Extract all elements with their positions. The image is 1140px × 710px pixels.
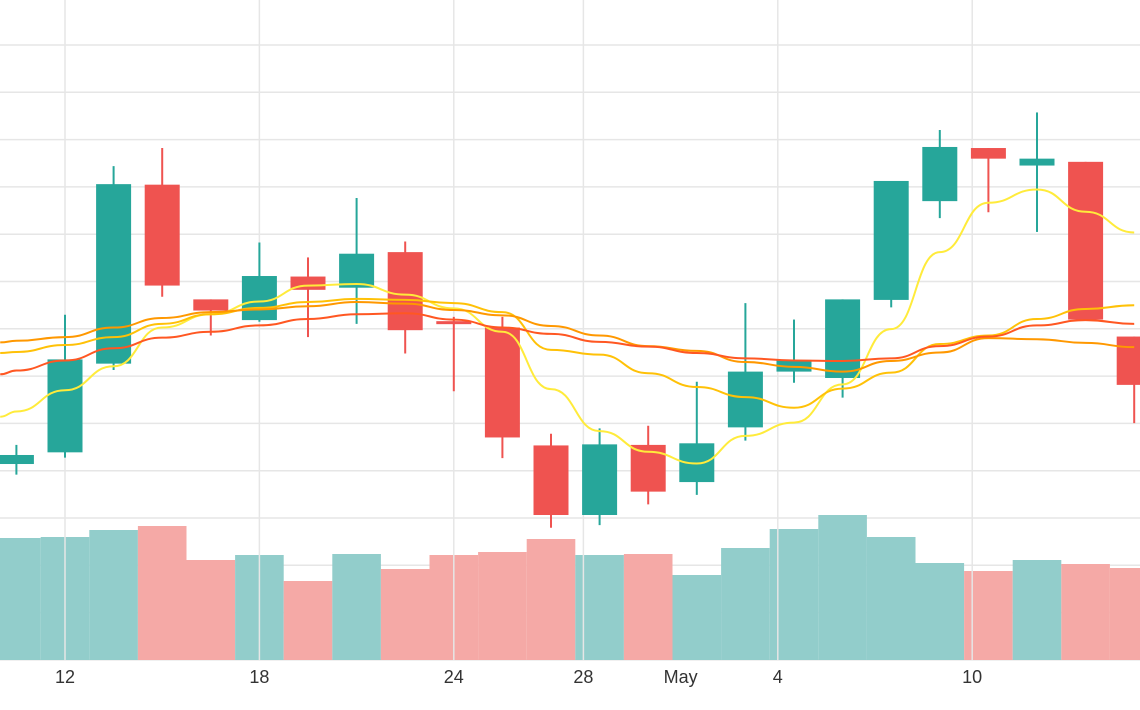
x-tick-label: 4 <box>773 667 783 687</box>
volume-bar <box>818 515 867 660</box>
volume-bar <box>575 555 624 660</box>
moving-average-line <box>0 312 1135 376</box>
volume-bar <box>332 554 381 660</box>
volume-bar <box>137 526 187 660</box>
volume-bar <box>866 537 916 660</box>
candle-body <box>144 184 180 286</box>
volume-bar <box>380 569 430 660</box>
x-tick-label: 24 <box>444 667 464 687</box>
volume-bar <box>769 529 819 660</box>
candle-body <box>387 252 423 331</box>
candle-body <box>436 321 472 325</box>
volume-bar <box>186 560 236 660</box>
candle-body <box>776 359 812 372</box>
volume-bar <box>915 563 965 660</box>
candles <box>0 112 1140 528</box>
x-tick-label: 12 <box>55 667 75 687</box>
candle-body <box>241 276 277 321</box>
volume-bar <box>89 530 138 660</box>
candle-body <box>1068 161 1104 320</box>
volume-bar <box>964 571 1013 660</box>
moving-average-lines <box>0 188 1135 465</box>
candle-body <box>96 184 132 364</box>
candle-body <box>582 444 618 515</box>
candle-body <box>922 146 958 202</box>
moving-average-line <box>0 301 1135 373</box>
moving-average-line <box>0 188 1135 465</box>
x-tick-label: 18 <box>249 667 269 687</box>
x-tick-label: May <box>664 667 698 687</box>
volume-bar <box>721 548 770 660</box>
x-axis: 12 18 24 28 May 4 10 <box>55 667 982 687</box>
volume-bar <box>1061 564 1110 660</box>
volume-bars <box>0 515 1140 660</box>
volume-bar <box>672 575 722 660</box>
moving-average-line <box>0 297 1135 409</box>
candle-body <box>970 148 1006 159</box>
volume-bar <box>1109 568 1140 660</box>
candle-body <box>1116 336 1140 385</box>
candle-body <box>47 359 83 453</box>
candle-body <box>1019 158 1055 166</box>
volume-bar <box>623 554 673 660</box>
candle-body <box>533 445 569 515</box>
volume-bar <box>0 538 41 660</box>
candle-body <box>873 180 909 300</box>
volume-bar <box>283 581 333 660</box>
x-tick-label: 28 <box>573 667 593 687</box>
candle-body <box>193 299 229 311</box>
volume-bar <box>526 539 576 660</box>
x-tick-label: 10 <box>962 667 982 687</box>
candle-body <box>339 253 375 288</box>
volume-bar <box>478 552 527 660</box>
volume-bar <box>1012 560 1062 660</box>
candle-body <box>0 454 34 465</box>
candle-body <box>727 371 763 428</box>
vertical-gridlines <box>64 0 973 660</box>
candle-body <box>825 299 861 378</box>
candle-body <box>484 327 520 438</box>
